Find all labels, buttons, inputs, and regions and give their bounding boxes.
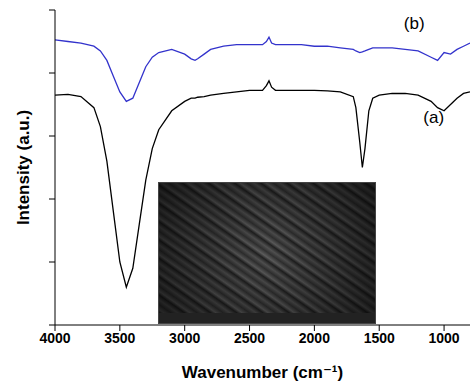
svg-text:1500: 1500 <box>364 330 395 346</box>
svg-text:4000: 4000 <box>39 330 70 346</box>
svg-text:(a): (a) <box>423 108 444 127</box>
svg-text:Wavenumber (cm⁻¹): Wavenumber (cm⁻¹) <box>182 363 343 382</box>
svg-text:Intensity (a.u.): Intensity (a.u.) <box>14 110 33 225</box>
svg-text:(b): (b) <box>404 14 425 33</box>
svg-text:3000: 3000 <box>169 330 200 346</box>
svg-text:3500: 3500 <box>104 330 135 346</box>
svg-text:2500: 2500 <box>234 330 265 346</box>
svg-text:1000: 1000 <box>428 330 459 346</box>
svg-text:2000: 2000 <box>299 330 330 346</box>
